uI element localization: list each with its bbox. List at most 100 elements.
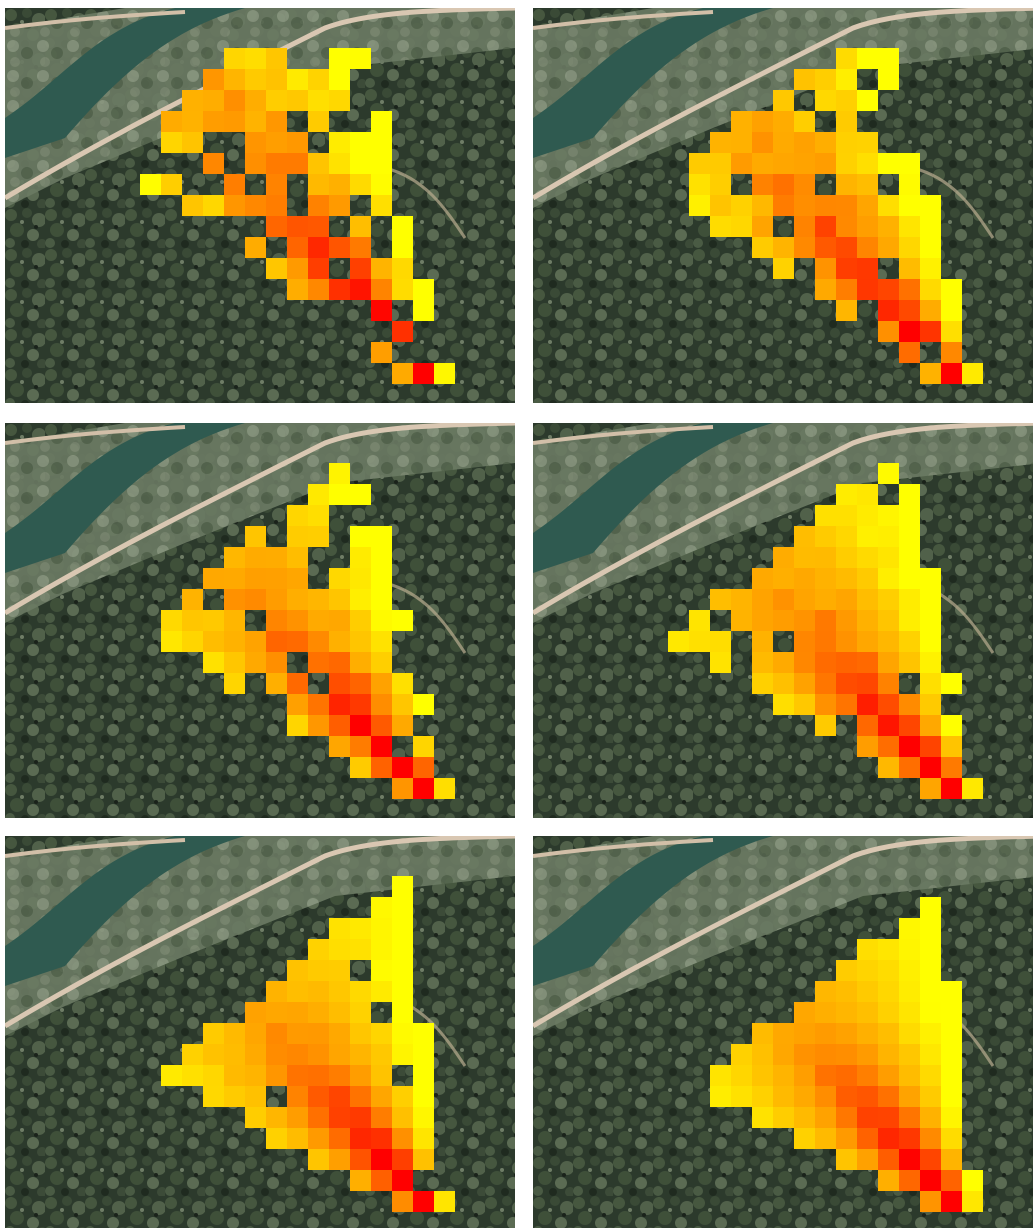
heat-cell [245,69,266,90]
heat-cell [920,1107,941,1128]
heat-cell [857,1023,878,1044]
heat-cell [836,1002,857,1023]
heat-cell [245,526,266,547]
heat-cell [392,1107,413,1128]
heat-cell [203,153,224,174]
heat-cell [287,631,308,652]
heat-cell [752,1023,773,1044]
map-panel [533,836,1033,1228]
heat-cell [857,715,878,736]
heat-cell [350,1086,371,1107]
heat-cell [878,547,899,568]
heat-cell [224,1086,245,1107]
heat-cell [371,132,392,153]
heat-cell [878,631,899,652]
heat-cell [836,526,857,547]
heat-cell [287,715,308,736]
heat-cell [371,195,392,216]
heat-cell [413,1128,434,1149]
heat-cell [203,652,224,673]
heat-cell [371,960,392,981]
heat-cell [878,195,899,216]
heat-cell [350,1149,371,1170]
heat-cell [878,216,899,237]
heat-cell [899,589,920,610]
heat-cell [287,1044,308,1065]
heat-cell [161,610,182,631]
heat-cell [689,195,710,216]
heat-cell [224,1065,245,1086]
heat-cell [899,1128,920,1149]
heat-cell [836,300,857,321]
heat-cell [920,918,941,939]
heat-cell [434,1191,455,1212]
heat-cell [329,1002,350,1023]
heat-cell [329,673,350,694]
heat-cell [329,1086,350,1107]
heat-cell [773,694,794,715]
heat-cell [245,132,266,153]
heat-cell [836,216,857,237]
heat-cell [350,526,371,547]
heat-cell [899,321,920,342]
heat-cell [392,237,413,258]
heat-cell [941,300,962,321]
heat-cell [794,1023,815,1044]
heat-cell [815,631,836,652]
heat-cell [941,1065,962,1086]
heat-cell [941,1086,962,1107]
map-panel [5,8,515,403]
heat-cell [815,652,836,673]
heat-cell [689,610,710,631]
heat-cell [203,631,224,652]
heat-cell [245,237,266,258]
heat-cell [287,279,308,300]
heat-cell [857,195,878,216]
heat-cell [794,1107,815,1128]
heat-cell [266,1107,287,1128]
heat-cell [287,1065,308,1086]
heat-cell [287,610,308,631]
heat-cell [899,1002,920,1023]
heat-cell [899,153,920,174]
heat-cell [350,132,371,153]
heat-cell [752,1065,773,1086]
heat-cell [878,300,899,321]
heat-cell [794,568,815,589]
heat-cell [773,195,794,216]
heat-cell [350,258,371,279]
heat-cell [350,568,371,589]
heat-cell [308,939,329,960]
heat-cell [308,69,329,90]
heat-cell [899,631,920,652]
heat-cell [203,111,224,132]
heat-cell [815,981,836,1002]
heat-cell [329,631,350,652]
heat-cell [392,1086,413,1107]
heat-cell [878,1149,899,1170]
heat-cell [392,1023,413,1044]
heat-cell [773,153,794,174]
heat-cell [941,1044,962,1065]
heat-cell [413,279,434,300]
heat-cell [308,174,329,195]
heat-cell [287,1002,308,1023]
heat-cell [899,694,920,715]
heat-cell [731,610,752,631]
heat-cell [773,610,794,631]
heat-cell [773,673,794,694]
heat-cell [329,568,350,589]
heat-cell [182,1065,203,1086]
heat-cell [266,69,287,90]
map-panel [5,423,515,818]
heat-cell [392,1170,413,1191]
heat-cell [794,216,815,237]
heat-cell [794,526,815,547]
heat-cell [878,321,899,342]
heat-cell [392,1044,413,1065]
heat-cell [413,1149,434,1170]
heat-cell [308,1044,329,1065]
heat-cell [308,90,329,111]
heat-cell [836,1086,857,1107]
heat-cell [920,1065,941,1086]
